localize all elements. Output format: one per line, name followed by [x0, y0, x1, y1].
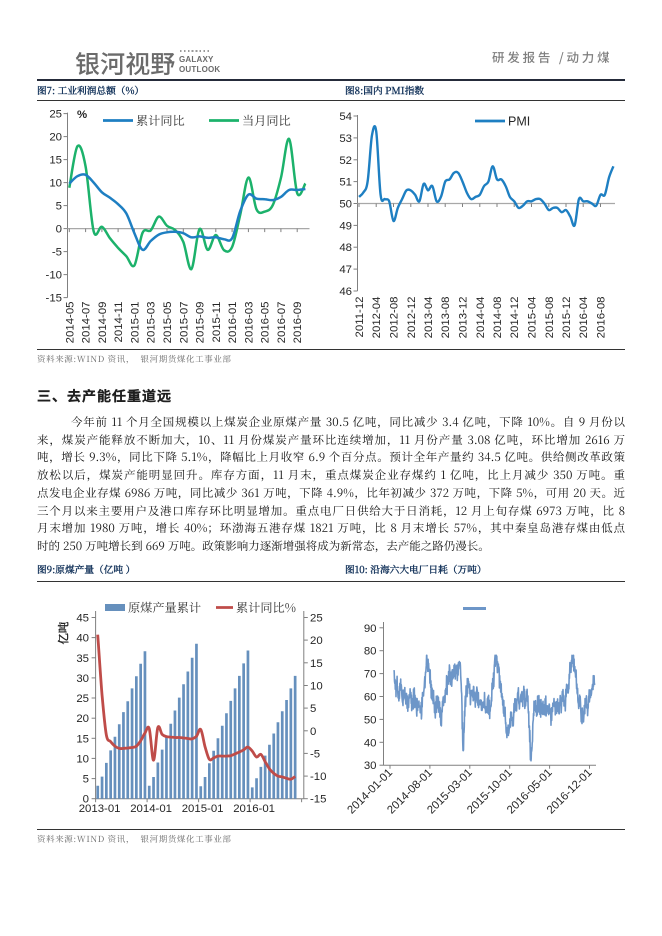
svg-text:30: 30	[364, 760, 377, 772]
svg-text:0: 0	[56, 224, 62, 236]
svg-text:2014-08: 2014-08	[492, 297, 504, 339]
svg-text:2013-08: 2013-08	[440, 297, 452, 339]
svg-text:-15: -15	[310, 794, 326, 806]
svg-text:47: 47	[339, 264, 352, 276]
svg-text:15: 15	[76, 733, 89, 745]
svg-text:2015-07: 2015-07	[178, 302, 190, 344]
svg-text:45: 45	[76, 613, 89, 625]
svg-text:%: %	[77, 109, 87, 121]
svg-text:2016-05: 2016-05	[260, 302, 272, 344]
svg-text:-10: -10	[46, 270, 62, 282]
svg-text:50: 50	[364, 714, 377, 726]
svg-text:PMI: PMI	[508, 115, 530, 129]
svg-text:-5: -5	[310, 748, 320, 760]
svg-text:2015-05: 2015-05	[162, 302, 174, 344]
svg-text:10: 10	[49, 178, 62, 190]
svg-text:2016-09: 2016-09	[292, 302, 304, 344]
svg-text:20: 20	[310, 635, 323, 647]
svg-text:5: 5	[83, 774, 89, 786]
svg-text:2012-04: 2012-04	[371, 297, 383, 339]
svg-text:2016-08: 2016-08	[596, 297, 608, 339]
svg-text:70: 70	[364, 669, 377, 681]
svg-text:2014-01: 2014-01	[130, 803, 172, 815]
svg-text:2015-12: 2015-12	[561, 297, 573, 339]
svg-text:15: 15	[310, 658, 323, 670]
svg-text:2015-09: 2015-09	[195, 302, 207, 344]
svg-text:35: 35	[76, 653, 89, 665]
svg-text:累计同比: 累计同比	[136, 112, 185, 129]
svg-text:2015-08: 2015-08	[544, 297, 556, 339]
svg-text:2015-01: 2015-01	[182, 803, 224, 815]
svg-text:2014-05: 2014-05	[64, 302, 76, 344]
svg-text:-5: -5	[52, 247, 62, 259]
svg-text:15: 15	[49, 155, 62, 167]
svg-text:2013-12: 2013-12	[458, 297, 470, 339]
svg-text:2015-03: 2015-03	[146, 302, 158, 344]
svg-text:30: 30	[76, 673, 89, 685]
svg-text:80: 80	[364, 646, 377, 658]
svg-text:2011-12: 2011-12	[354, 297, 366, 338]
svg-text:累计同比%: 累计同比%	[236, 599, 296, 616]
svg-text:48: 48	[339, 242, 352, 254]
svg-text:25: 25	[49, 109, 62, 121]
svg-text:25: 25	[310, 613, 323, 625]
svg-text:20: 20	[76, 713, 89, 725]
svg-text:5: 5	[310, 703, 316, 715]
svg-text:0: 0	[310, 726, 316, 738]
svg-text:2016-01: 2016-01	[233, 803, 275, 815]
svg-text:20: 20	[49, 132, 62, 144]
svg-text:2015-01: 2015-01	[129, 302, 141, 344]
svg-text:51: 51	[339, 177, 352, 189]
svg-text:2014-11: 2014-11	[113, 302, 125, 343]
svg-text:2015-04: 2015-04	[527, 297, 539, 339]
svg-text:2016-03: 2016-03	[243, 302, 255, 344]
svg-text:54: 54	[339, 111, 352, 123]
svg-text:40: 40	[76, 633, 89, 645]
svg-text:0: 0	[83, 794, 89, 806]
svg-text:2016-01: 2016-01	[227, 302, 239, 344]
svg-text:49: 49	[339, 220, 352, 232]
svg-text:2013-01: 2013-01	[79, 803, 121, 815]
svg-text:50: 50	[339, 199, 352, 211]
svg-text:2015-11: 2015-11	[211, 302, 223, 343]
svg-text:原煤产量累计: 原煤产量累计	[128, 599, 201, 616]
svg-text:46: 46	[339, 286, 352, 298]
svg-text:-10: -10	[310, 771, 326, 783]
svg-text:90: 90	[364, 623, 377, 635]
svg-text:2013-04: 2013-04	[423, 297, 435, 339]
svg-text:60: 60	[364, 692, 377, 704]
svg-text:25: 25	[76, 693, 89, 705]
svg-text:2014-04: 2014-04	[475, 297, 487, 339]
svg-text:2014-12: 2014-12	[509, 297, 521, 339]
svg-text:10: 10	[76, 753, 89, 765]
svg-text:2016-04: 2016-04	[578, 297, 590, 339]
svg-text:2014-07: 2014-07	[81, 302, 93, 344]
svg-text:亿吨: 亿吨	[56, 621, 72, 644]
svg-text:2012-12: 2012-12	[406, 297, 418, 339]
svg-text:53: 53	[339, 133, 352, 145]
svg-text:5: 5	[56, 201, 62, 213]
svg-text:2012-08: 2012-08	[389, 297, 401, 339]
svg-text:52: 52	[339, 155, 352, 167]
svg-text:当月同比: 当月同比	[242, 112, 291, 129]
svg-text:2016-07: 2016-07	[276, 302, 288, 344]
svg-text:-15: -15	[46, 293, 62, 305]
svg-text:40: 40	[364, 737, 377, 749]
svg-text:10: 10	[310, 681, 323, 693]
svg-text:2014-09: 2014-09	[97, 302, 109, 344]
